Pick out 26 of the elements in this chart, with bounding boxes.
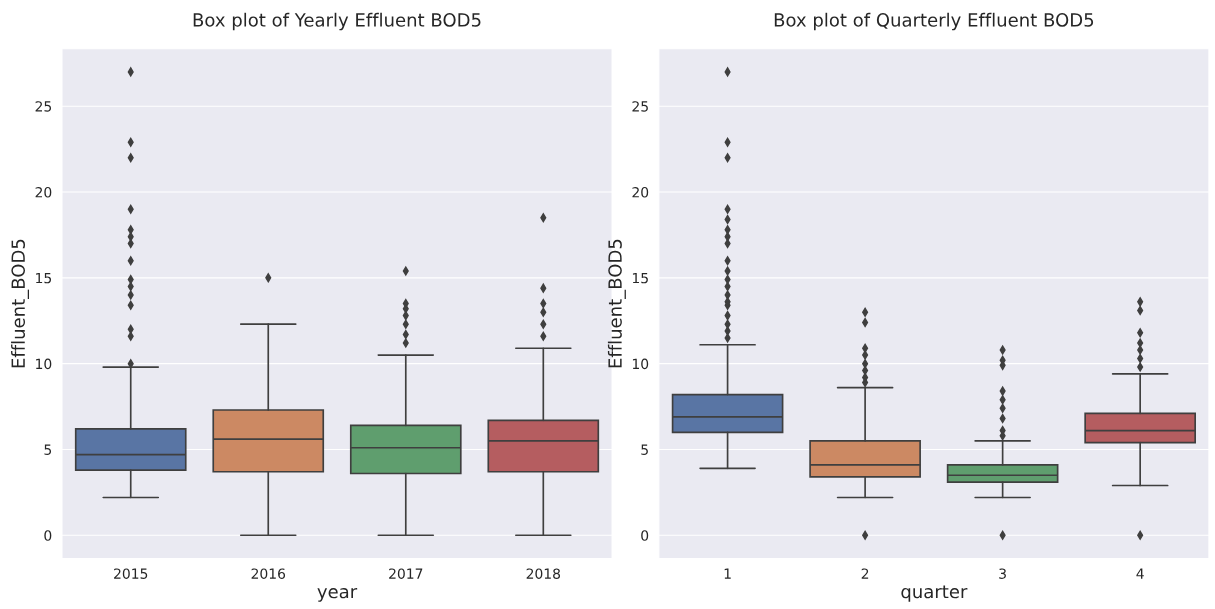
x-tick-label: 2015 [114,568,148,579]
y-axis-title: Effluent_BOD5 [607,239,626,368]
y-tick-label: 0 [641,530,649,541]
x-tick-label: 3 [999,568,1006,579]
x-axis-title: year [317,588,358,602]
chart-title: Box plot of Yearly Effluent BOD5 [193,12,481,31]
x-axis-title: quarter [901,585,968,602]
y-tick-label: 25 [35,101,52,112]
y-tick-label: 10 [632,358,649,370]
y-tick-label: 20 [632,187,649,198]
y-tick-label: 5 [641,444,648,455]
x-tick-label: 2017 [389,568,423,579]
x-tick-label: 4 [1136,568,1144,579]
x-tick-label: 1 [724,568,731,579]
y-tick-label: 0 [44,530,52,541]
y-tick-label: 15 [36,272,52,284]
x-tick-label: 2016 [251,568,286,579]
y-axis-title: Effluent_BOD5 [11,239,30,368]
y-tick-label: 25 [632,101,648,112]
x-tick-label: 2 [861,568,869,579]
x-tick-label: 2018 [526,568,561,579]
chart-title: Box plot of Quarterly Effluent BOD5 [774,12,1094,31]
y-tick-label: 15 [632,272,648,284]
y-tick-label: 5 [44,444,52,455]
y-tick-label: 10 [36,358,52,370]
y-tick-label: 20 [35,187,52,198]
